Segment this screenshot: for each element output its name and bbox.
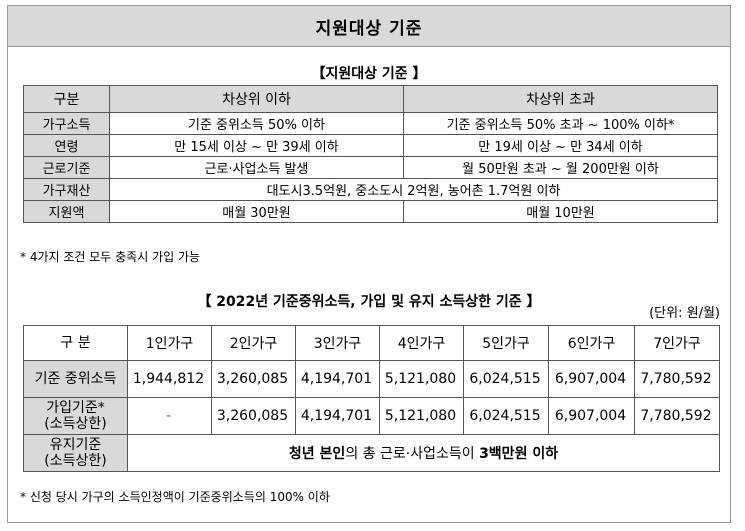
table-row: 유지기준 (소득상한) 청년 본인의 총 근로·사업소득이 3백만원 이하	[23, 434, 720, 472]
table-cell: 7,780,592	[634, 397, 720, 435]
row-label: 기준 중위소득	[23, 360, 128, 398]
column-header: 2인가구	[211, 325, 296, 361]
column-header: 차상위 이하	[109, 85, 404, 113]
table-cell: 근로·사업소득 발생	[109, 156, 404, 179]
table-cell: 4,194,701	[295, 360, 380, 398]
section2-title: 【 2022년 기준중위소득, 가입 및 유지 소득상한 기준 】	[197, 294, 541, 310]
table-row: 지원액 매월 30만원 매월 10만원	[23, 200, 718, 223]
table-cell: 7,780,592	[634, 360, 720, 398]
table-cell: 3,260,085	[211, 360, 296, 398]
table-header-row: 구분 차상위 이하 차상위 초과	[23, 85, 718, 113]
income-table: 구 분 1인가구 2인가구 3인가구 4인가구 5인가구 6인가구 7인가구 기…	[23, 325, 720, 472]
row-label: 가구소득	[23, 112, 110, 135]
table-cell: 6,907,004	[548, 397, 635, 435]
table-row: 가입기준* (소득상한) - 3,260,085 4,194,701 5,121…	[23, 397, 720, 435]
table-header-row: 구 분 1인가구 2인가구 3인가구 4인가구 5인가구 6인가구 7인가구	[23, 325, 720, 361]
column-header: 4인가구	[379, 325, 464, 361]
table-cell: 만 19세 이상 ~ 만 34세 이하	[403, 134, 718, 157]
table-cell: 5,121,080	[379, 397, 464, 435]
row-label-line: (소득상한)	[44, 416, 107, 432]
column-header: 6인가구	[548, 325, 635, 361]
table-cell: 6,024,515	[463, 397, 549, 435]
table-cell: 4,194,701	[295, 397, 380, 435]
emphasis-text: 3백만원 이하	[479, 446, 559, 462]
table-row: 가구재산 대도시3.5억원, 중소도시 2억원, 농어촌 1.7억원 이하	[23, 178, 718, 201]
table-cell: 1,944,812	[127, 360, 212, 398]
table-cell: 만 15세 이상 ~ 만 39세 이하	[109, 134, 404, 157]
footnote: * 신청 당시 가구의 소득인정액이 기준중위소득의 100% 이하	[20, 490, 330, 504]
emphasis-text: 청년 본인	[288, 446, 346, 462]
table-cell: 매월 10만원	[403, 200, 718, 223]
column-header: 3인가구	[295, 325, 380, 361]
table-row: 연령 만 15세 이상 ~ 만 39세 이하 만 19세 이상 ~ 만 34세 …	[23, 134, 718, 157]
footnote: * 4가지 조건 모두 충족시 가입 가능	[20, 250, 201, 264]
eligibility-table: 구분 차상위 이하 차상위 초과 가구소득 기준 중위소득 50% 이하 기준 …	[23, 85, 718, 223]
page-title: 지원대상 기준	[8, 6, 730, 47]
maintain-criteria-cell: 청년 본인의 총 근로·사업소득이 3백만원 이하	[127, 434, 720, 472]
table-cell: 6,907,004	[548, 360, 635, 398]
row-label-line: 가입기준*	[46, 400, 105, 416]
unit-label: (단위: 원/월)	[649, 306, 720, 321]
column-header: 구 분	[23, 325, 128, 361]
row-label: 가구재산	[23, 178, 110, 201]
table-cell-merged: 대도시3.5억원, 중소도시 2억원, 농어촌 1.7억원 이하	[109, 178, 718, 201]
table-row: 가구소득 기준 중위소득 50% 이하 기준 중위소득 50% 초과 ~ 100…	[23, 112, 718, 135]
table-cell: 5,121,080	[379, 360, 464, 398]
section1-title: 【지원대상 기준 】	[311, 66, 427, 82]
column-header: 7인가구	[634, 325, 720, 361]
row-label: 가입기준* (소득상한)	[23, 397, 128, 435]
column-header: 차상위 초과	[403, 85, 718, 113]
body-text: 의 총 근로·사업소득이	[345, 446, 480, 462]
table-cell: 3,260,085	[211, 397, 296, 435]
column-header: 구분	[23, 85, 110, 113]
row-label: 연령	[23, 134, 110, 157]
row-label: 유지기준 (소득상한)	[23, 434, 128, 472]
table-cell: 6,024,515	[463, 360, 549, 398]
table-cell: 기준 중위소득 50% 이하	[109, 112, 404, 135]
table-cell: 기준 중위소득 50% 초과 ~ 100% 이하*	[403, 112, 718, 135]
table-cell: -	[127, 397, 212, 435]
column-header: 5인가구	[463, 325, 549, 361]
criteria-panel: 지원대상 기준 【지원대상 기준 】 구분 차상위 이하 차상위 초과 가구소득…	[7, 5, 731, 523]
row-label: 지원액	[23, 200, 110, 223]
row-label: 근로기준	[23, 156, 110, 179]
table-cell: 월 50만원 초과 ~ 월 200만원 이하	[403, 156, 718, 179]
table-cell: 매월 30만원	[109, 200, 404, 223]
row-label-line: 유지기준	[49, 437, 102, 453]
column-header: 1인가구	[127, 325, 212, 361]
table-row: 근로기준 근로·사업소득 발생 월 50만원 초과 ~ 월 200만원 이하	[23, 156, 718, 179]
row-label-line: (소득상한)	[44, 453, 107, 469]
table-row: 기준 중위소득 1,944,812 3,260,085 4,194,701 5,…	[23, 360, 720, 398]
